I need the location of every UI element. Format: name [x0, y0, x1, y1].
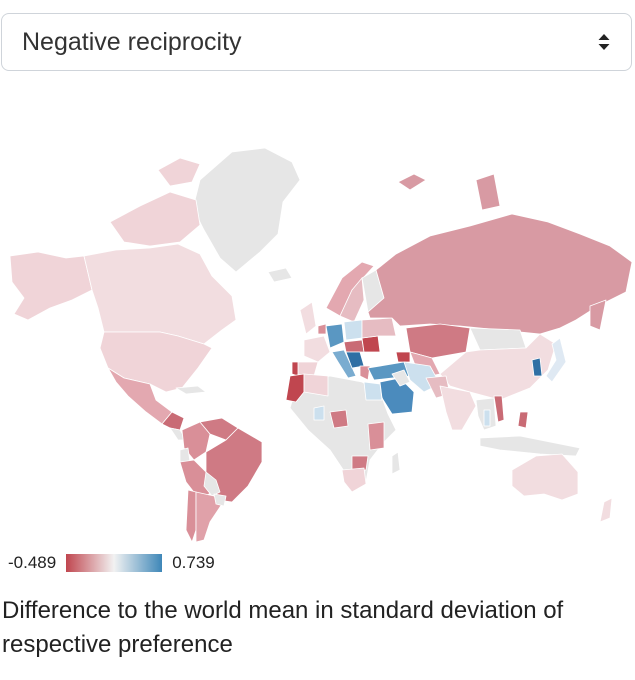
preference-select[interactable]: Negative reciprocity	[1, 13, 632, 71]
country-south-korea[interactable]	[531, 357, 543, 377]
country-greenland[interactable]	[192, 147, 301, 273]
country-italy[interactable]	[331, 349, 357, 379]
country-west-africa[interactable]	[313, 405, 325, 421]
country-indonesia[interactable]	[479, 435, 581, 457]
country-canada[interactable]	[83, 243, 237, 345]
legend-min-label: -0.489	[8, 553, 57, 572]
country-cuba[interactable]	[175, 385, 207, 395]
country-russia-arctic-2[interactable]	[475, 173, 501, 211]
country-iraq[interactable]	[391, 369, 411, 387]
country-vietnam[interactable]	[493, 395, 505, 423]
country-poland[interactable]	[343, 319, 363, 341]
country-new-zealand[interactable]	[599, 497, 613, 523]
country-japan[interactable]	[545, 337, 567, 383]
country-canada-islands-2[interactable]	[157, 157, 201, 187]
country-ecuador[interactable]	[179, 447, 191, 463]
world-choropleth-map[interactable]	[0, 130, 635, 550]
country-germany[interactable]	[325, 323, 345, 349]
country-central-america[interactable]	[161, 411, 185, 431]
country-kenya-tanzania[interactable]	[367, 421, 385, 451]
country-zimbabwe[interactable]	[351, 455, 369, 471]
country-united-kingdom[interactable]	[299, 301, 317, 335]
country-netherlands[interactable]	[317, 323, 327, 335]
map-caption: Difference to the world mean in standard…	[2, 597, 564, 658]
country-madagascar[interactable]	[391, 451, 401, 475]
country-austria-hungary[interactable]	[343, 339, 365, 353]
country-nigeria[interactable]	[329, 409, 349, 429]
country-south-africa[interactable]	[341, 467, 367, 493]
country-australia[interactable]	[511, 453, 579, 501]
country-russia-arctic[interactable]	[397, 173, 427, 191]
color-legend: -0.489 0.739	[8, 552, 215, 574]
legend-color-ramp	[66, 554, 163, 572]
country-portugal[interactable]	[291, 361, 299, 377]
country-canada-islands[interactable]	[109, 191, 201, 247]
country-kazakhstan[interactable]	[405, 323, 471, 359]
sort-arrows-icon	[598, 34, 610, 50]
country-ukraine[interactable]	[361, 317, 397, 339]
country-alaska[interactable]	[9, 251, 93, 321]
country-chile[interactable]	[185, 489, 197, 543]
country-thailand[interactable]	[483, 409, 491, 427]
country-morocco[interactable]	[285, 373, 305, 403]
country-greece[interactable]	[359, 365, 371, 381]
country-paraguay[interactable]	[213, 493, 227, 507]
country-romania[interactable]	[361, 335, 381, 353]
country-iceland[interactable]	[267, 267, 293, 283]
country-philippines[interactable]	[517, 411, 529, 429]
preference-select-value: Negative reciprocity	[22, 27, 242, 56]
country-algeria[interactable]	[303, 373, 329, 397]
country-egypt[interactable]	[363, 381, 383, 401]
country-russia-kamchatka[interactable]	[589, 299, 607, 331]
country-russia[interactable]	[367, 213, 633, 335]
country-france[interactable]	[303, 335, 331, 363]
country-mongolia[interactable]	[469, 327, 527, 351]
country-caucasus[interactable]	[395, 351, 411, 363]
legend-max-label: 0.739	[172, 553, 215, 572]
country-india[interactable]	[439, 385, 477, 431]
